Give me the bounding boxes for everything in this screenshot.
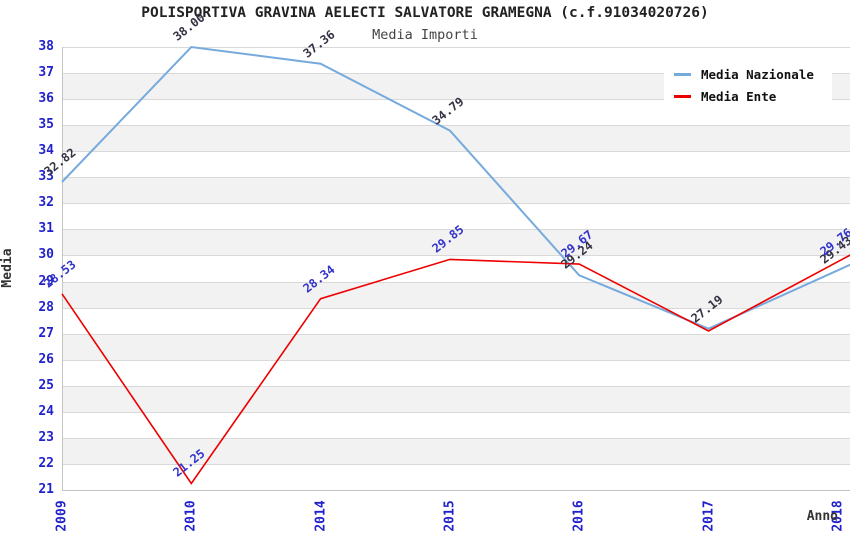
grid-band <box>62 385 850 412</box>
y-tick-label: 21 <box>38 482 54 497</box>
gridline <box>62 307 850 309</box>
grid-band <box>62 437 850 464</box>
grid-band <box>62 229 850 256</box>
gridline <box>62 73 850 75</box>
x-tick-label: 2009 <box>54 500 70 532</box>
gridline <box>62 47 850 48</box>
chart-subtitle: Media Importi <box>372 27 478 43</box>
y-tick-label: 31 <box>38 221 54 237</box>
y-tick-label: 22 <box>38 455 54 471</box>
grid-band <box>62 281 850 308</box>
gridline <box>62 333 850 335</box>
media-ente-line-swatch-icon <box>674 95 691 98</box>
grid-band <box>62 203 850 230</box>
plot-area: 32.82 38.00 37.36 34.79 29.24 27.19 29.43 28.53… <box>41 10 850 491</box>
series-line-media-ente <box>61 254 850 485</box>
grid-band <box>62 463 850 490</box>
y-tick-label: 28 <box>38 299 54 315</box>
y-axis-line <box>62 47 63 491</box>
gridline <box>62 229 850 231</box>
gridline <box>62 203 850 205</box>
y-tick-label: 32 <box>38 195 54 211</box>
gridline <box>62 437 850 439</box>
gridline <box>62 255 850 257</box>
y-tick-label: 23 <box>38 429 54 445</box>
legend-label: Media Ente <box>701 89 777 104</box>
y-tick-label: 24 <box>38 403 54 419</box>
y-tick-label: 25 <box>38 377 54 393</box>
gridline <box>62 463 850 465</box>
gridline <box>62 411 850 413</box>
series-line-media-nazionale <box>61 45 850 330</box>
legend-label: Media Nazionale <box>701 67 814 82</box>
y-tick-label: 38 <box>38 39 54 54</box>
grid-band <box>62 359 850 386</box>
legend: Media Nazionale Media Ente <box>664 56 832 119</box>
y-tick-label: 27 <box>38 325 54 341</box>
x-tick-label: 2016 <box>571 500 587 532</box>
x-axis-title: Anno <box>806 509 838 524</box>
gridline <box>62 125 850 127</box>
x-tick-label: 2014 <box>313 500 329 532</box>
gridline <box>62 151 850 153</box>
y-tick-label: 37 <box>38 65 54 81</box>
grid-band <box>62 333 850 360</box>
x-axis-line <box>62 490 850 491</box>
chart-title: POLISPORTIVA GRAVINA AELECTI SALVATORE G… <box>141 5 709 21</box>
gridline <box>62 177 850 179</box>
legend-item-media-nazionale: Media Nazionale <box>674 67 824 82</box>
x-tick-label: 2017 <box>701 500 717 532</box>
grid-band <box>62 411 850 438</box>
gridline <box>62 385 850 387</box>
y-tick-label: 35 <box>38 117 54 133</box>
gridline <box>62 359 850 361</box>
x-tick-label: 2010 <box>183 500 199 532</box>
y-tick-label: 29 <box>38 273 54 289</box>
grid-band <box>62 151 850 178</box>
y-tick-label: 30 <box>38 247 54 263</box>
y-tick-label: 36 <box>38 91 54 107</box>
y-tick-label: 33 <box>38 169 54 185</box>
x-tick-label: 2015 <box>442 500 458 532</box>
gridline <box>62 99 850 101</box>
y-tick-label: 34 <box>38 143 54 159</box>
legend-item-media-ente: Media Ente <box>674 89 824 104</box>
grid-band <box>62 307 850 334</box>
grid-band <box>62 177 850 204</box>
y-tick-label: 26 <box>38 351 54 367</box>
media-nazionale-line-swatch-icon <box>674 73 691 76</box>
gridline <box>62 281 850 283</box>
